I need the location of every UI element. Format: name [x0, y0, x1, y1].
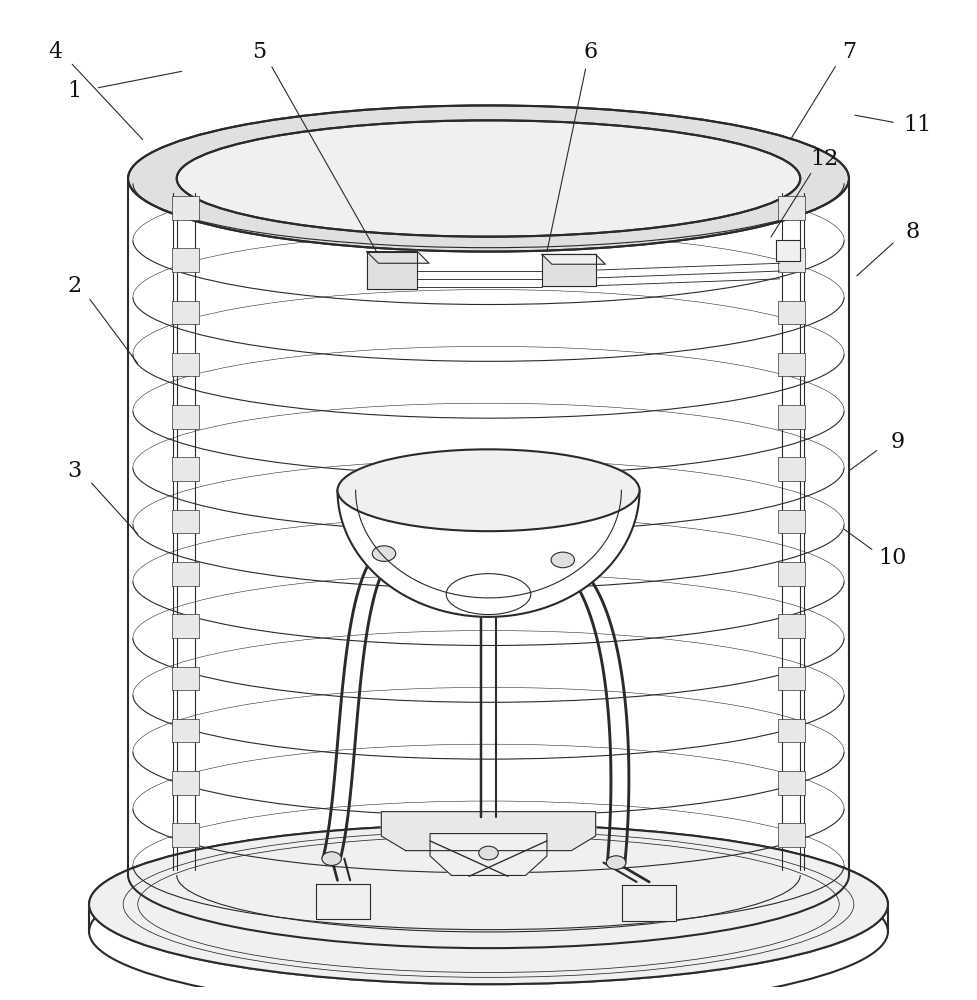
- Polygon shape: [778, 248, 805, 272]
- Polygon shape: [381, 812, 596, 851]
- Polygon shape: [778, 562, 805, 586]
- Polygon shape: [172, 353, 199, 376]
- Text: 9: 9: [891, 431, 905, 453]
- Polygon shape: [778, 196, 805, 220]
- Text: 8: 8: [905, 221, 919, 243]
- Text: 6: 6: [583, 41, 598, 63]
- Polygon shape: [778, 457, 805, 481]
- Polygon shape: [430, 834, 547, 875]
- Polygon shape: [778, 301, 805, 324]
- Polygon shape: [778, 614, 805, 638]
- Ellipse shape: [177, 120, 800, 237]
- Polygon shape: [542, 254, 596, 286]
- Polygon shape: [172, 823, 199, 847]
- Polygon shape: [778, 405, 805, 429]
- Polygon shape: [778, 353, 805, 376]
- Ellipse shape: [89, 824, 888, 984]
- Polygon shape: [172, 405, 199, 429]
- Polygon shape: [89, 904, 888, 984]
- Polygon shape: [776, 240, 800, 261]
- Ellipse shape: [321, 852, 341, 865]
- Text: 7: 7: [842, 41, 856, 63]
- Polygon shape: [778, 510, 805, 533]
- Text: 3: 3: [67, 460, 82, 482]
- Polygon shape: [172, 248, 199, 272]
- Text: 1: 1: [67, 80, 81, 102]
- Text: 2: 2: [67, 275, 81, 297]
- Text: 5: 5: [252, 41, 267, 63]
- Polygon shape: [172, 510, 199, 533]
- Polygon shape: [172, 196, 199, 220]
- Ellipse shape: [372, 546, 396, 561]
- Ellipse shape: [551, 552, 574, 568]
- Polygon shape: [778, 719, 805, 742]
- Polygon shape: [337, 490, 640, 617]
- Polygon shape: [778, 667, 805, 690]
- Polygon shape: [778, 823, 805, 847]
- Polygon shape: [542, 254, 606, 264]
- Text: 10: 10: [878, 547, 907, 569]
- Text: 12: 12: [811, 148, 838, 170]
- Polygon shape: [172, 719, 199, 742]
- Ellipse shape: [128, 105, 849, 252]
- Text: 11: 11: [903, 114, 931, 136]
- Ellipse shape: [607, 856, 626, 869]
- Polygon shape: [366, 252, 429, 263]
- Polygon shape: [622, 885, 676, 921]
- Polygon shape: [778, 771, 805, 795]
- Polygon shape: [317, 884, 369, 919]
- Polygon shape: [366, 252, 417, 289]
- Ellipse shape: [337, 449, 640, 531]
- Polygon shape: [172, 614, 199, 638]
- Polygon shape: [89, 824, 888, 984]
- Polygon shape: [172, 562, 199, 586]
- Polygon shape: [172, 457, 199, 481]
- Text: 4: 4: [48, 41, 62, 63]
- Polygon shape: [172, 771, 199, 795]
- Ellipse shape: [479, 846, 498, 860]
- Polygon shape: [172, 301, 199, 324]
- Polygon shape: [172, 667, 199, 690]
